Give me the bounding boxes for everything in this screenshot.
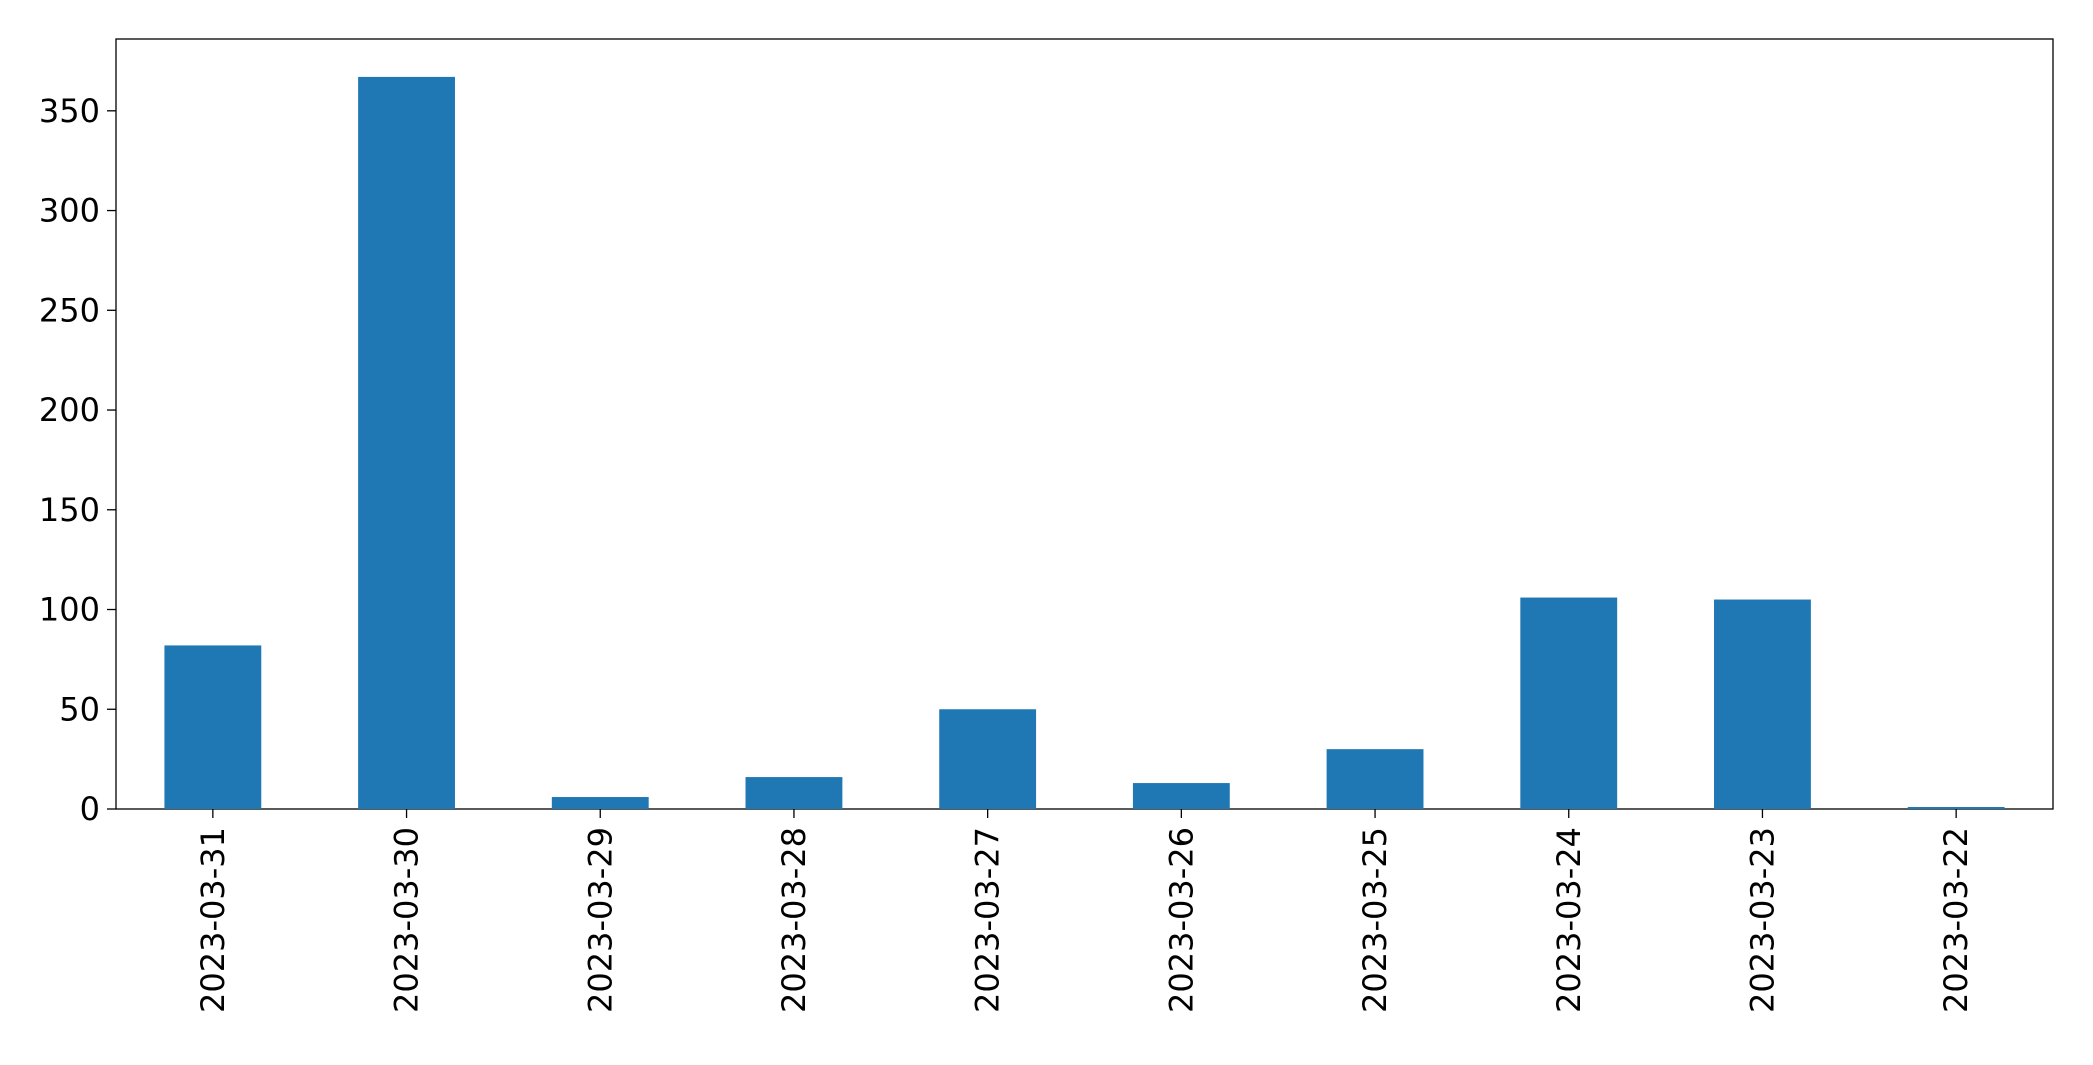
bar [1326,749,1424,809]
y-tick-label: 350 [39,92,100,130]
bar [164,645,262,809]
bar [1520,597,1618,809]
y-tick-label: 50 [59,690,100,728]
x-tick-label: 2023-03-28 [775,827,813,1013]
bar [1907,807,2005,809]
x-tick-label: 2023-03-27 [969,827,1007,1013]
y-tick-label: 0 [80,790,100,828]
y-tick-label: 250 [39,291,100,329]
x-tick-label: 2023-03-31 [194,827,232,1013]
x-tick-label: 2023-03-23 [1743,827,1781,1013]
plot-frame [115,38,2054,810]
bar [551,797,649,809]
x-tick-label: 2023-03-22 [1937,827,1975,1013]
y-tick-label: 100 [39,591,100,629]
bar [1714,599,1811,809]
bar [939,709,1037,809]
x-tick-label: 2023-03-29 [581,827,619,1013]
x-tick-label: 2023-03-30 [388,827,426,1013]
bar [745,777,843,809]
bar [358,76,455,810]
bar [1132,783,1230,809]
x-tick-label: 2023-03-25 [1356,827,1394,1013]
y-tick-label: 200 [39,391,100,429]
x-tick-label: 2023-03-24 [1550,827,1588,1013]
y-tick-label: 300 [39,192,100,230]
x-tick-label: 2023-03-26 [1162,827,1200,1013]
y-tick-label: 150 [39,491,100,529]
